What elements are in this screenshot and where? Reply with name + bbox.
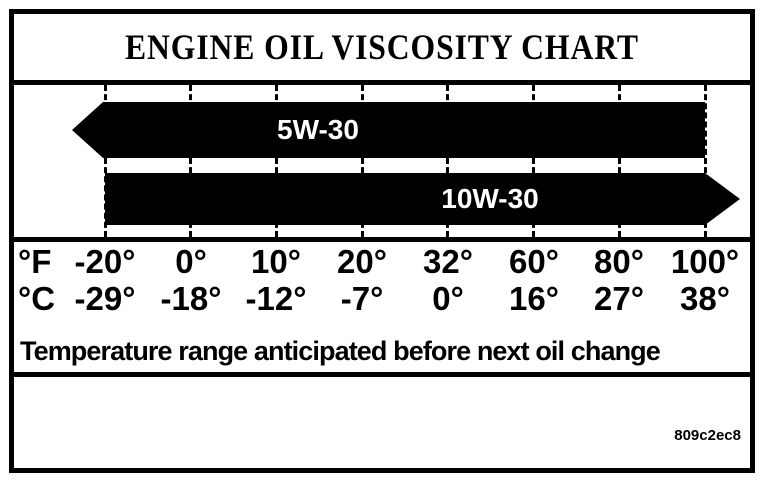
scale-tick-line — [104, 85, 107, 237]
scale-value-c: 0° — [432, 280, 464, 317]
scale-value-c: -12° — [245, 280, 307, 317]
scale-value-f: 32° — [423, 243, 473, 280]
scale-tick-line — [532, 85, 535, 237]
footer-section: 809c2ec8 — [14, 377, 750, 453]
viscosity-bars-section: 5W-30 10W-30 — [14, 85, 750, 242]
scale-unit-fahrenheit: °F — [18, 243, 52, 280]
scale-value-f: 100° — [670, 243, 740, 280]
scale-value-c: 27° — [594, 280, 644, 317]
scale-value-f: 10° — [251, 243, 301, 280]
scale-tick-line — [189, 85, 192, 237]
scale-value-c: 38° — [680, 280, 730, 317]
bar-label-10w30: 10W-30 — [441, 183, 539, 214]
oil-range-bar-5w30: 5W-30 — [72, 102, 705, 158]
scale-tick-line — [618, 85, 621, 237]
title-section: ENGINE OIL VISCOSITY CHART — [14, 14, 750, 85]
temperature-scale-section: °F -20° 0° 10° 20° 32° 60° 80° 100° °C -… — [14, 242, 750, 377]
chart-title: ENGINE OIL VISCOSITY CHART — [125, 27, 639, 67]
scale-unit-celsius: °C — [18, 280, 56, 317]
scale-tick-line — [704, 85, 707, 237]
scale-value-f: -20° — [74, 243, 136, 280]
part-number: 809c2ec8 — [674, 427, 741, 444]
scale-value-c: -29° — [74, 280, 136, 317]
scale-value-f: 20° — [337, 243, 387, 280]
scale-value-f: 0° — [175, 243, 207, 280]
oil-range-bar-10w30: 10W-30 — [105, 173, 740, 225]
scale-value-f: 60° — [509, 243, 559, 280]
scale-value-f: 80° — [594, 243, 644, 280]
chart-frame: ENGINE OIL VISCOSITY CHART 5W-30 10W-30 … — [9, 9, 755, 473]
scale-tick-line — [275, 85, 278, 237]
chart-caption: Temperature range anticipated before nex… — [20, 336, 661, 366]
scale-value-c: -18° — [160, 280, 222, 317]
bar-label-5w30: 5W-30 — [277, 114, 359, 145]
scale-value-c: -7° — [340, 280, 384, 317]
scale-value-c: 16° — [509, 280, 559, 317]
scale-tick-line — [361, 85, 364, 237]
scale-tick-line — [446, 85, 449, 237]
